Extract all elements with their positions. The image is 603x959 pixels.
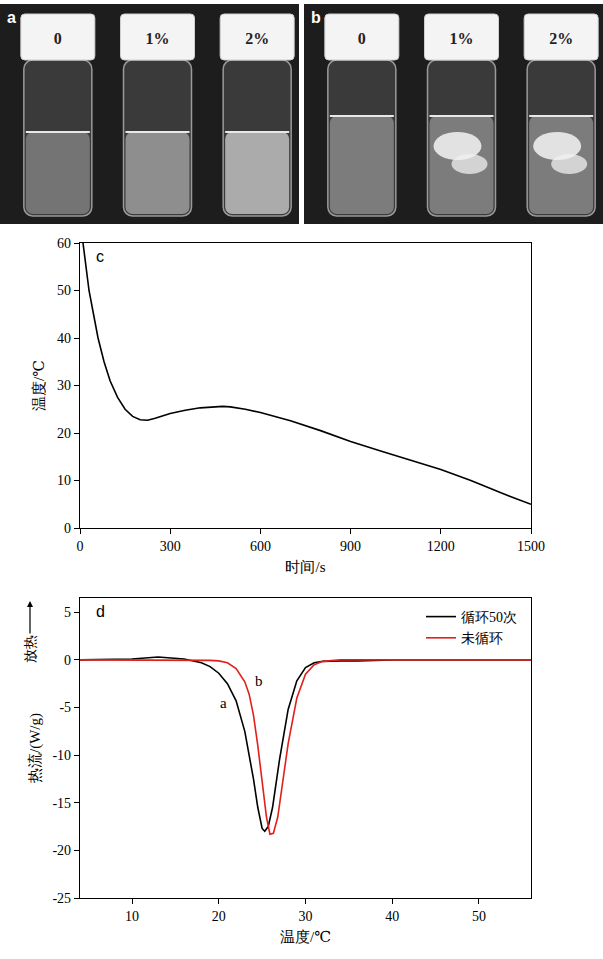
svg-text:a: a [7, 9, 16, 26]
svg-text:40: 40 [57, 331, 71, 346]
svg-text:-25: -25 [52, 891, 71, 906]
svg-text:温度/℃: 温度/℃ [280, 929, 331, 945]
svg-text:10: 10 [125, 909, 139, 924]
svg-text:-20: -20 [52, 843, 71, 858]
svg-text:1200: 1200 [427, 539, 455, 554]
svg-text:20: 20 [212, 909, 226, 924]
svg-text:0: 0 [64, 521, 71, 536]
svg-text:0: 0 [358, 30, 366, 47]
svg-text:未循环: 未循环 [461, 631, 503, 646]
svg-text:循环50次: 循环50次 [461, 610, 517, 625]
svg-text:1%: 1% [146, 30, 170, 47]
svg-text:30: 30 [299, 909, 313, 924]
svg-text:温度/℃: 温度/℃ [31, 360, 47, 411]
svg-text:1500: 1500 [517, 539, 545, 554]
svg-text:5: 5 [64, 605, 71, 620]
svg-text:时间/s: 时间/s [285, 559, 325, 575]
svg-text:0: 0 [54, 30, 62, 47]
svg-text:-15: -15 [52, 796, 71, 811]
svg-text:c: c [96, 248, 104, 265]
svg-text:30: 30 [57, 378, 71, 393]
svg-text:a: a [220, 695, 227, 711]
svg-text:60: 60 [57, 236, 71, 251]
svg-text:20: 20 [57, 426, 71, 441]
svg-text:放热: 放热 [23, 635, 38, 663]
svg-text:1%: 1% [450, 30, 474, 47]
svg-text:50: 50 [57, 283, 71, 298]
svg-text:热流/(W/g): 热流/(W/g) [27, 713, 44, 783]
svg-text:-10: -10 [52, 748, 71, 763]
svg-text:0: 0 [64, 653, 71, 668]
svg-text:2%: 2% [549, 30, 573, 47]
svg-text:900: 900 [340, 539, 361, 554]
svg-text:b: b [311, 9, 321, 26]
svg-text:-5: -5 [59, 700, 71, 715]
svg-text:d: d [96, 603, 105, 620]
svg-text:600: 600 [250, 539, 271, 554]
svg-text:10: 10 [57, 473, 71, 488]
svg-text:50: 50 [472, 909, 486, 924]
svg-text:40: 40 [385, 909, 399, 924]
svg-text:b: b [255, 673, 263, 689]
svg-text:2%: 2% [245, 30, 269, 47]
svg-text:0: 0 [77, 539, 84, 554]
svg-text:300: 300 [160, 539, 181, 554]
